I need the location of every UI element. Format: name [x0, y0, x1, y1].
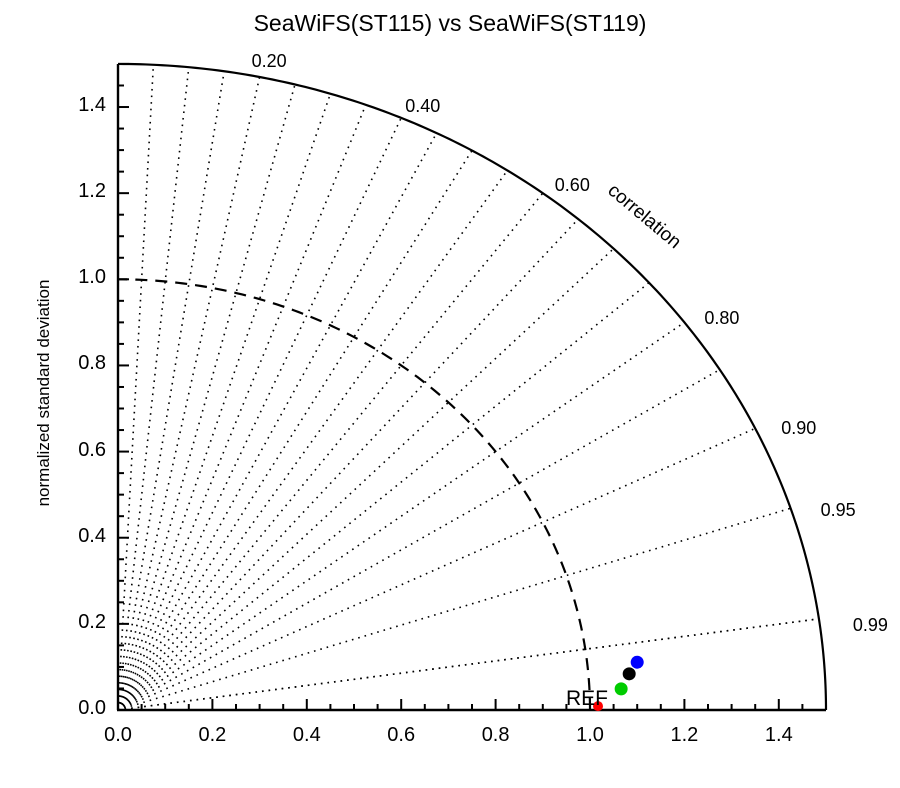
- y-tick-label-0.4: 0.4: [78, 524, 106, 547]
- x-tick-label-1.4: 1.4: [764, 724, 793, 746]
- data-point-model-blue[interactable]: [630, 655, 644, 669]
- correlation-ray-0.2: [117, 76, 261, 711]
- correlation-ray-0.55: [117, 169, 509, 711]
- correlation-ray-0.3: [117, 93, 332, 711]
- y-axis-label: normalized standard deviation: [34, 279, 53, 507]
- x-tick-label-0.6: 0.6: [387, 724, 416, 746]
- y-tick-label-0.8: 0.8: [78, 352, 106, 375]
- x-tick-label-0.4: 0.4: [292, 724, 321, 746]
- x-tick-label-0.0: 0.0: [104, 724, 132, 746]
- correlation-ray-0.15: [117, 71, 225, 711]
- data-point-model-green[interactable]: [614, 682, 628, 696]
- correlation-ray-0.8: [117, 321, 685, 711]
- y-tick-label-1.2: 1.2: [78, 180, 106, 203]
- correlation-ray-0.9: [117, 427, 756, 711]
- correlation-tick-label-0.20: 0.20: [251, 51, 287, 71]
- correlation-ray-0.45: [117, 132, 438, 711]
- correlation-ray-0.35: [117, 104, 367, 711]
- correlation-ray-0.5: [117, 150, 473, 711]
- x-tick-label-0.8: 0.8: [481, 724, 510, 746]
- chart-title: SeaWiFS(ST115) vs SeaWiFS(ST119): [253, 10, 647, 36]
- x-tick-label-0.2: 0.2: [198, 724, 227, 746]
- correlation-ray-0.99: [117, 618, 820, 711]
- correlation-tick-label-0.90: 0.90: [781, 418, 817, 439]
- correlation-tick-label-0.40: 0.40: [405, 95, 441, 116]
- y-tick-label-0.0: 0.0: [78, 697, 106, 719]
- data-point-model-black[interactable]: [622, 667, 636, 681]
- y-tick-label-0.6: 0.6: [78, 438, 106, 461]
- outer-arc: [117, 62, 828, 711]
- correlation-tick-label-0.99: 0.99: [852, 614, 888, 635]
- correlation-ray-0.7: [117, 248, 615, 711]
- reference-point-marker[interactable]: [593, 701, 604, 712]
- x-tick-label-1.2: 1.2: [670, 724, 699, 746]
- correlation-tick-label-0.95: 0.95: [820, 500, 856, 521]
- correlation-ray-0.85: [117, 368, 721, 711]
- reference-point-label: REF: [566, 687, 608, 710]
- y-tick-label-0.2: 0.2: [78, 610, 106, 633]
- correlation-tick-label-0.80: 0.80: [704, 308, 740, 329]
- correlation-ray-0.25: [117, 84, 296, 711]
- correlation-ray-0.6: [117, 192, 544, 711]
- reference-arc: [117, 278, 592, 711]
- y-tick-label-1.0: 1.0: [78, 266, 106, 289]
- x-tick-label-1.0: 1.0: [576, 724, 604, 746]
- correlation-tick-label-0.60: 0.60: [554, 175, 590, 196]
- y-tick-label-1.4: 1.4: [78, 94, 106, 117]
- correlation-ray-0.95: [117, 507, 791, 711]
- correlation-ray-0.75: [117, 282, 650, 711]
